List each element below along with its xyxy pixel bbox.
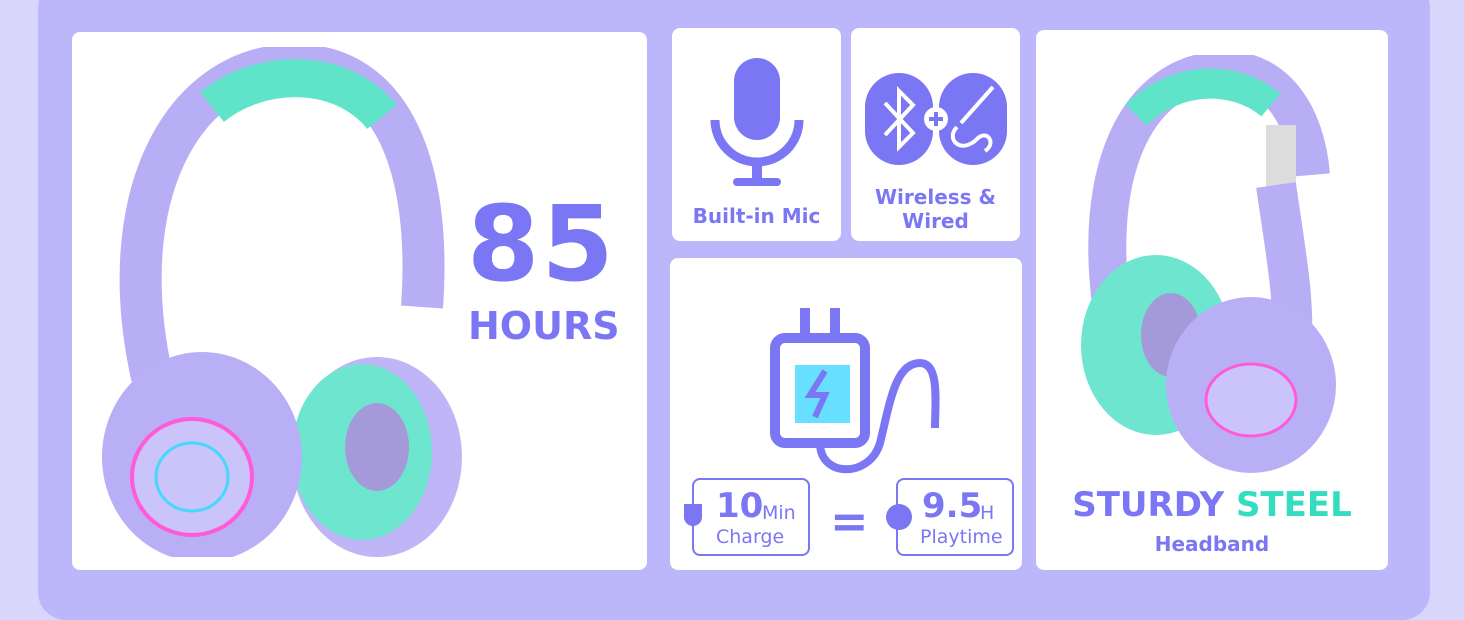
equals-sign: =	[830, 494, 869, 548]
play-icon	[886, 504, 912, 530]
bluetooth-icon	[865, 73, 933, 165]
playtime-hours: 9.5	[922, 486, 983, 526]
connectivity-label-line2: Wired	[902, 209, 969, 233]
built-in-mic-panel: Built-in Mic	[672, 28, 841, 241]
mic-label: Built-in Mic	[692, 204, 821, 228]
audio-jack-icon	[939, 73, 1007, 165]
fast-charge-panel: 10 Min Charge = 9.5 H Playtime	[670, 258, 1022, 570]
plug-icon	[684, 504, 702, 526]
wireless-wired-panel: Wireless & Wired	[851, 28, 1020, 241]
headband-title: STURDY STEEL	[1072, 485, 1352, 525]
charge-minutes: 10	[716, 486, 764, 526]
battery-hours-unit: HOURS	[468, 304, 620, 348]
charge-label: Charge	[716, 526, 785, 548]
microphone-icon	[710, 58, 804, 186]
charge-time-box: 10 Min Charge	[684, 478, 810, 556]
headband-subtitle: Headband	[1154, 532, 1270, 556]
charger-icon	[770, 308, 940, 474]
playtime-unit: H	[980, 502, 995, 524]
headphones-image	[102, 47, 462, 557]
charge-minutes-unit: Min	[762, 502, 796, 524]
battery-hours-number: 85	[467, 183, 616, 305]
steel-headband-panel: STURDY STEEL Headband	[1036, 30, 1388, 570]
connectivity-label-line1: Wireless &	[875, 185, 996, 209]
battery-life-panel: 85 HOURS	[72, 32, 647, 570]
playtime-box: 9.5 H Playtime	[886, 478, 1014, 556]
playtime-label: Playtime	[920, 526, 1003, 548]
headphones-side-image	[1081, 55, 1336, 473]
plus-icon	[924, 107, 948, 131]
